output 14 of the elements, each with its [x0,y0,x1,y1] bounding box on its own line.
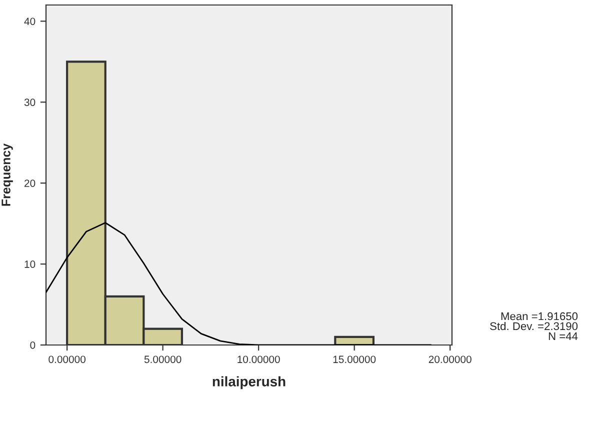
y-tick-label: 20 [24,180,36,187]
x-tick-label: 10.00000 [238,356,280,364]
x-tick-label: 15.00000 [333,356,376,364]
x-axis-title: nilaiperush [212,376,286,390]
y-tick-label: 10 [24,260,36,268]
y-tick-label: 40 [24,18,36,26]
x-tick-label: 5.00000 [144,356,182,364]
y-axis-title: Frequency [2,143,13,206]
text: Mean =1.91650 Std. Dev. =2.3190 N =44 [490,312,578,340]
y-tick-label: 30 [24,98,36,106]
x-tick-label: 20.00000 [428,356,472,364]
y-tick-label: 0 [30,342,36,349]
x-tick-label: 0.00000 [48,356,86,364]
line-series [46,222,432,345]
